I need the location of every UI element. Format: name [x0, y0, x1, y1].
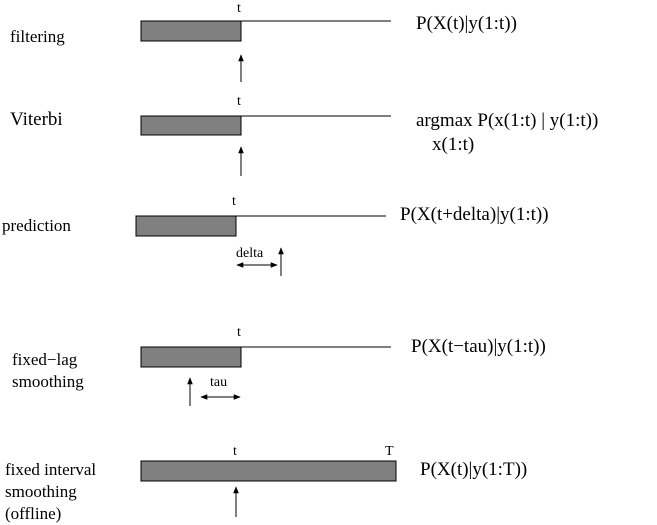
formula: P(X(t)|y(1:T)) — [420, 459, 527, 480]
row-label: prediction — [2, 216, 71, 235]
formula: P(X(t−tau)|y(1:t)) — [411, 336, 546, 357]
row-label: Viterbi — [10, 109, 63, 130]
tick-label-t: t — [233, 444, 237, 459]
span-label-tau: tau — [210, 375, 227, 390]
formula-line-1: argmax P(x(1:t) | y(1:t)) — [416, 110, 598, 131]
row-label-line-1: fixed interval — [5, 460, 96, 479]
row-label-line-2: smoothing — [12, 372, 84, 391]
formula-line-2: x(1:t) — [432, 134, 474, 155]
tick-label-T: T — [385, 444, 394, 459]
span-label-delta: delta — [236, 246, 264, 261]
tick-label-t: t — [237, 325, 241, 340]
row-prediction: prediction t delta P(X(t+delta)|y(1:t)) — [2, 194, 549, 276]
formula: P(X(t)|y(1:t)) — [416, 13, 517, 34]
tick-label-t: t — [232, 194, 236, 209]
row-filtering: filtering t P(X(t)|y(1:t)) — [10, 1, 517, 82]
observed-data-bar — [140, 346, 242, 368]
row-label-line-2: smoothing — [5, 482, 77, 501]
row-label-line-3: (offline) — [5, 504, 61, 523]
row-label-line-1: fixed−lag — [12, 350, 78, 369]
row-label: filtering — [10, 27, 65, 46]
row-viterbi: Viterbi t argmax P(x(1:t) | y(1:t)) x(1:… — [10, 94, 598, 176]
observed-data-bar — [140, 20, 242, 42]
tick-label-t: t — [237, 94, 241, 109]
observed-data-bar — [140, 115, 242, 136]
row-fixed-lag-smoothing: fixed−lag smoothing t tau P(X(t−tau)|y(1… — [12, 325, 546, 406]
tick-label-t: t — [237, 1, 241, 16]
observed-data-bar — [135, 215, 237, 237]
observed-data-bar — [140, 460, 397, 482]
formula: P(X(t+delta)|y(1:t)) — [400, 204, 549, 225]
row-fixed-interval-smoothing: fixed interval smoothing (offline) t T P… — [5, 444, 527, 523]
